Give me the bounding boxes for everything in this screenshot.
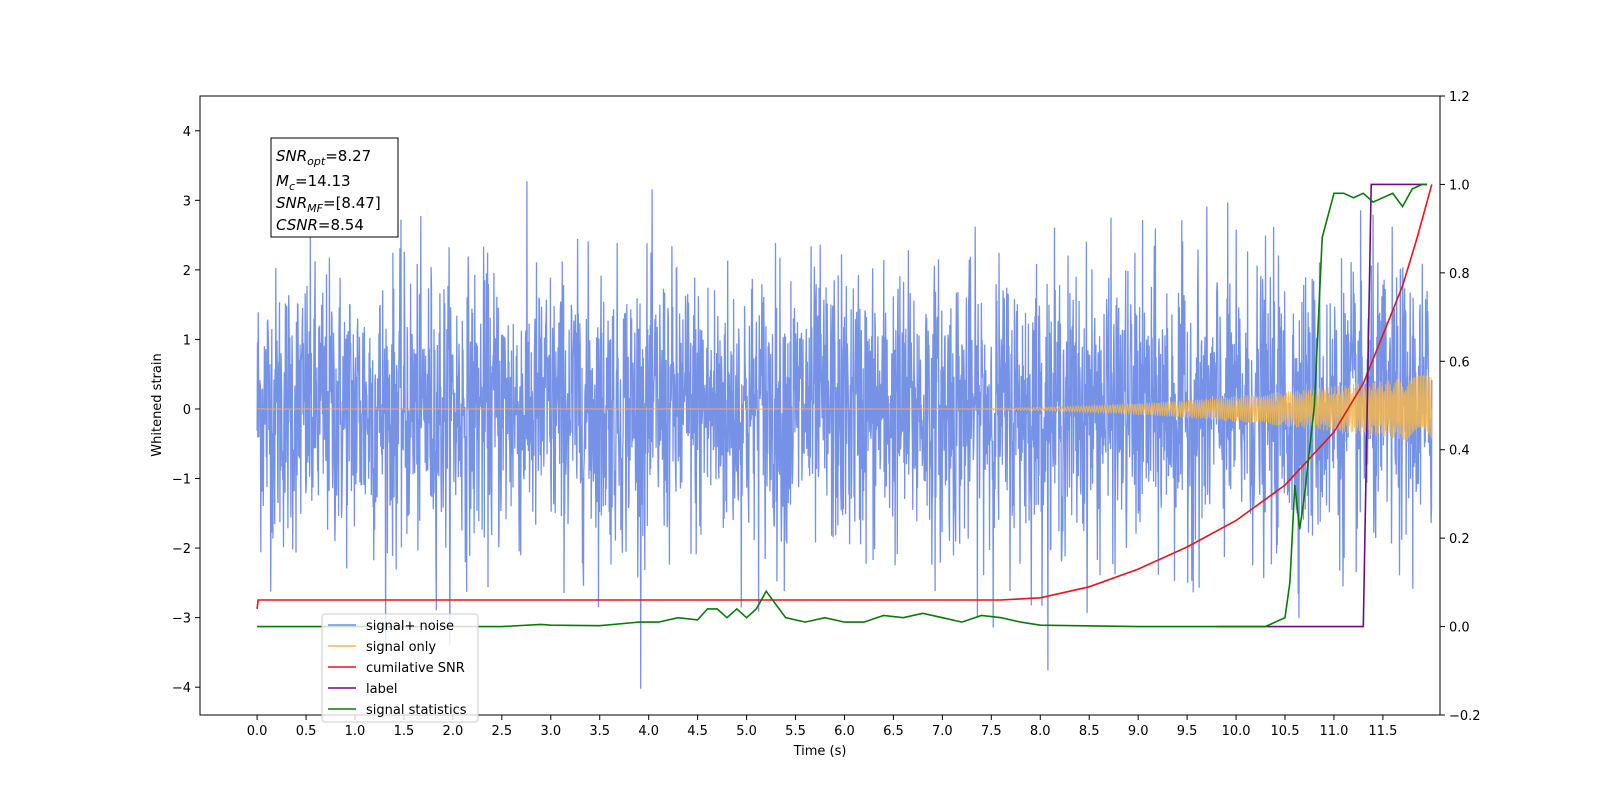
svg-text:Mc=14.13: Mc=14.13	[276, 172, 351, 193]
plot-frame	[199, 95, 1441, 716]
svg-text:CSNR=8.54: CSNR=8.54	[276, 216, 364, 234]
y-tick-label: −2	[172, 542, 191, 557]
x-tick-label: 6.0	[834, 724, 855, 739]
ann-c-subscript: c	[289, 180, 295, 193]
x-tick-label: 10.0	[1222, 724, 1251, 739]
ann-m-label: M	[276, 172, 289, 190]
x-tick-label: 3.5	[589, 724, 610, 739]
y2-tick-label: 0.6	[1449, 355, 1470, 370]
x-tick-label: 9.5	[1177, 724, 1198, 739]
y-axis-label: Whitened strain	[150, 353, 165, 456]
ann-csnr-label: CSNR	[276, 216, 318, 234]
y-tick-label: −4	[172, 681, 191, 696]
x-tick-label: 3.0	[540, 724, 561, 739]
y-tick-label: 4	[183, 125, 191, 140]
y2-tick-label: 0.2	[1449, 532, 1470, 547]
x-tick-label: 4.5	[687, 724, 708, 739]
y-tick-label: −3	[172, 612, 191, 627]
y2-tick-label: 0.8	[1449, 267, 1470, 282]
x-tick-label: 11.5	[1368, 724, 1397, 739]
ann-mf-subscript: MF	[307, 202, 323, 215]
series-cumulative-snr	[256, 184, 1433, 609]
x-tick-label: 4.0	[638, 724, 659, 739]
legend: signal+ noise signal only cumilative SNR…	[321, 613, 479, 723]
x-tick-label: 7.0	[932, 724, 953, 739]
series-signal-statistics	[257, 183, 1427, 628]
legend-label-cumulative-snr: cumilative SNR	[366, 661, 465, 676]
series-label	[1216, 183, 1427, 628]
ann-snr-label-2: SNR	[276, 194, 307, 212]
annotation-box: SNRopt=8.27 Mc=14.13 SNRMF=[8.47] CSNR=8…	[270, 137, 399, 238]
svg-text:SNRMF=[8.47]: SNRMF=[8.47]	[276, 194, 381, 215]
x-tick-label: 6.5	[883, 724, 904, 739]
x-tick-label: 2.5	[491, 724, 512, 739]
legend-label-signal-only: signal only	[366, 640, 436, 655]
svg-text:SNRopt=8.27: SNRopt=8.27	[276, 147, 371, 168]
y2-tick-label: 1.2	[1449, 90, 1470, 105]
x-tick-label: 5.5	[785, 724, 806, 739]
x-tick-label: 10.5	[1271, 724, 1300, 739]
axes-layer: 0.0 0.5 1.0 1.5 2.0 2.5 3.0 3.5 4.0 4.5 5.0 5.5 6.0 6…	[172, 90, 1481, 739]
x-tick-label: 11.0	[1319, 724, 1348, 739]
x-tick-label: 2.0	[443, 724, 464, 739]
ann-mc-value: =14.13	[295, 172, 351, 190]
y-tick-label: 1	[183, 333, 191, 348]
x-tick-label: 5.0	[736, 724, 757, 739]
y-tick-label: −1	[172, 473, 191, 488]
y2-tick-label: −0.2	[1449, 709, 1481, 724]
y-tick-label: 2	[183, 264, 191, 279]
x-axis-label: Time (s)	[793, 744, 847, 759]
ann-csnr-value: =8.54	[318, 216, 364, 234]
x-tick-label: 8.5	[1079, 724, 1100, 739]
ann-snr-opt-value: =8.27	[325, 147, 371, 165]
x-tick-label: 1.5	[394, 724, 415, 739]
x-tick-label: 0.0	[247, 724, 268, 739]
ann-snr-label: SNR	[276, 147, 307, 165]
y2-tick-label: 0.0	[1449, 621, 1470, 636]
ann-snr-mf-value: =[8.47]	[323, 194, 381, 212]
legend-label-signal-statistics: signal statistics	[366, 703, 467, 718]
data-layer	[256, 181, 1433, 689]
y-tick-label: 0	[183, 403, 191, 418]
x-tick-label: 9.0	[1128, 724, 1149, 739]
y2-tick-label: 0.4	[1449, 444, 1470, 459]
x-tick-label: 7.5	[981, 724, 1002, 739]
ann-opt-subscript: opt	[307, 155, 326, 168]
y-tick-label: 3	[183, 194, 191, 209]
series-signal-noise	[256, 181, 1433, 689]
series-signal-only	[256, 375, 1433, 441]
x-tick-label: 1.0	[345, 724, 366, 739]
y2-tick-label: 1.0	[1449, 178, 1470, 193]
x-tick-label: 8.0	[1030, 724, 1051, 739]
legend-label-label: label	[366, 682, 397, 697]
legend-label-signal-noise: signal+ noise	[366, 619, 454, 634]
x-tick-label: 0.5	[296, 724, 317, 739]
